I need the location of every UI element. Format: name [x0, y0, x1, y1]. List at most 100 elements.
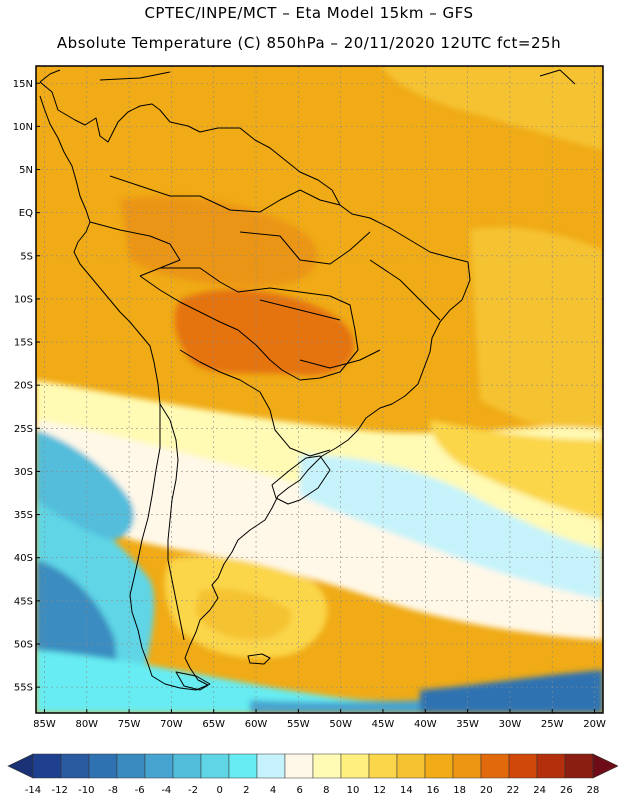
- lat-label: 45S: [14, 596, 33, 607]
- colorbar-label: -12: [51, 785, 67, 796]
- colorbar-swatch: [508, 753, 538, 779]
- colorbar-label: 6: [296, 785, 302, 796]
- colorbar-swatch: [88, 753, 118, 779]
- lat-label: 15N: [13, 79, 33, 90]
- lat-label: 35S: [14, 510, 33, 521]
- longitude-labels: 85W 80W 75W 70W 65W 60W 55W 50W 45W 40W 35W 30W 25W 2…: [33, 709, 606, 730]
- falkland-islands: [247, 653, 271, 665]
- colorbar-swatch: [312, 753, 342, 779]
- border-brazil-states: [239, 231, 441, 369]
- lon-label: 65W: [202, 719, 225, 730]
- lat-label: 5N: [19, 165, 33, 176]
- colorbar-label: 4: [270, 785, 276, 796]
- colorbar-swatch: [396, 753, 426, 779]
- colorbar-label: 26: [560, 785, 573, 796]
- colorbar-swatch: [452, 753, 482, 779]
- chart-title-line-2: Absolute Temperature (C) 850hPa – 20/11/…: [56, 34, 562, 52]
- colorbar-swatch: [536, 753, 566, 779]
- border-bolivia-paraguay: [179, 349, 331, 457]
- colorbar-label: 28: [587, 785, 600, 796]
- colorbar-label: 14: [400, 785, 413, 796]
- colorbar-swatch: [144, 753, 174, 779]
- colorbar-label: 2: [243, 785, 249, 796]
- colorbar-label: 22: [507, 785, 520, 796]
- lon-label: 75W: [118, 719, 141, 730]
- field-band-cyan-sw-ocean: [36, 430, 134, 540]
- colorbar-label: 8: [323, 785, 329, 796]
- lat-label: 10N: [13, 122, 33, 133]
- colorbar-label: -14: [25, 785, 41, 796]
- lon-label: 30W: [499, 719, 522, 730]
- colorbar-swatch: [340, 753, 370, 779]
- latitude-labels: 15N 10N 5N EQ 5S 10S 15S 20S 25S 30S 35S 40S 45S 50S 5…: [13, 79, 40, 694]
- colorbar-label: 10: [347, 785, 360, 796]
- colorbar-swatch: [284, 753, 314, 779]
- field-band-orange-patagonia: [195, 588, 291, 640]
- lat-label: 50S: [14, 639, 33, 650]
- field-band-warm-north: [380, 66, 603, 150]
- colorbar: [7, 753, 618, 779]
- colorbar-swatch: [368, 753, 398, 779]
- lat-label: 55S: [14, 683, 33, 694]
- colorbar-label: 24: [533, 785, 546, 796]
- tierra-del-fuego: [175, 671, 211, 691]
- central-america-caribbean: [39, 69, 576, 85]
- lat-label: 10S: [14, 294, 33, 305]
- border-argentina-chile: [159, 403, 185, 641]
- colorbar-swatch: [256, 753, 286, 779]
- lon-label: 25W: [541, 719, 564, 730]
- lat-label: EQ: [19, 208, 33, 219]
- field-band-hot-interior: [174, 289, 355, 376]
- lat-label: 5S: [20, 251, 33, 262]
- field-band-cyan-south: [36, 650, 603, 713]
- colorbar-label: 12: [373, 785, 386, 796]
- lon-label: 40W: [414, 719, 437, 730]
- lon-label: 60W: [245, 719, 268, 730]
- colorbar-swatch: [32, 753, 62, 779]
- border-brazil-west: [139, 267, 359, 381]
- field-band-blue-se: [420, 670, 603, 713]
- colorbar-label: -4: [161, 785, 171, 796]
- lon-label: 35W: [456, 719, 479, 730]
- lat-label: 20S: [14, 381, 33, 392]
- lon-label: 45W: [372, 719, 395, 730]
- colorbar-label: -2: [188, 785, 198, 796]
- colorbar-swatch: [116, 753, 146, 779]
- lat-label: 15S: [14, 338, 33, 349]
- chart-title-line-1: CPTEC/INPE/MCT – Eta Model 15km – GFS: [144, 4, 474, 22]
- colorbar-label: 20: [480, 785, 493, 796]
- field-band-warm-ocean-ne: [470, 227, 603, 433]
- colorbar-swatch: [228, 753, 258, 779]
- colorbar-label: 0: [216, 785, 222, 796]
- colorbar-low-extend: [7, 753, 34, 779]
- colorbar-label: 18: [453, 785, 466, 796]
- lon-label: 50W: [329, 719, 352, 730]
- colorbar-label: -10: [78, 785, 94, 796]
- lat-label: 25S: [14, 424, 33, 435]
- border-uruguay: [271, 455, 331, 505]
- lon-label: 85W: [33, 719, 56, 730]
- lon-label: 55W: [287, 719, 310, 730]
- colorbar-swatch: [480, 753, 510, 779]
- south-america-coastline: [39, 81, 471, 691]
- colorbar-swatch: [424, 753, 454, 779]
- lon-label: 20W: [583, 719, 606, 730]
- map-frame: [35, 65, 604, 714]
- colorbar-label: -8: [108, 785, 118, 796]
- lon-label: 70W: [160, 719, 183, 730]
- lon-label: 80W: [75, 719, 98, 730]
- colorbar-swatch: [564, 753, 594, 779]
- border-amazon: [89, 221, 181, 269]
- lat-label: 40S: [14, 553, 33, 564]
- colorbar-high-extend: [592, 753, 618, 779]
- colorbar-label: 16: [427, 785, 440, 796]
- border-north: [109, 175, 341, 213]
- field-band-light-cyan: [300, 455, 603, 600]
- field-band-yellow-mid: [430, 420, 603, 520]
- colorbar-swatch: [60, 753, 90, 779]
- lat-label: 30S: [14, 467, 33, 478]
- colorbar-swatch: [172, 753, 202, 779]
- temperature-field: [36, 66, 603, 713]
- field-band-cream-south: [36, 420, 603, 640]
